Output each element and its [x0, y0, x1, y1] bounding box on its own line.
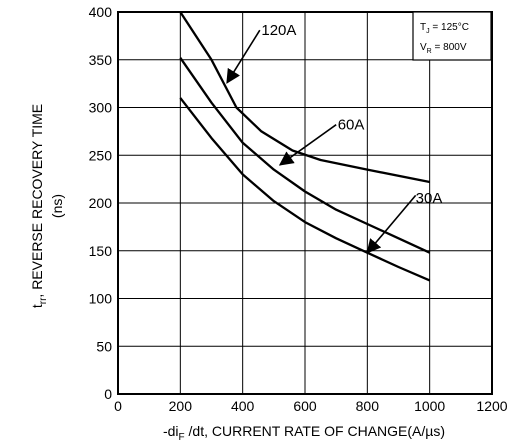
y-axis-label-line1: trr, REVERSE RECOVERY TIME — [29, 104, 49, 308]
y-tick-label: 100 — [89, 291, 113, 307]
x-tick-label: 1000 — [414, 398, 445, 414]
series-line-30a — [179, 97, 431, 282]
x-tick-label: 0 — [114, 398, 122, 414]
x-axis-label: -diF /dt, CURRENT RATE OF CHANGE(A/µs) — [163, 423, 445, 443]
series-label-30a: 30A — [416, 190, 443, 207]
series-callout-arrow — [226, 29, 261, 84]
y-axis-label-line2: (ns) — [49, 194, 65, 218]
series-line-60a — [179, 57, 431, 254]
series-layer — [179, 11, 431, 282]
tick-labels: 0 200 400 600 800 1000 1200 0 50 100 150 200 250 300 3… — [89, 4, 508, 414]
series-label-60a: 60A — [338, 117, 365, 134]
series-callout-arrow — [278, 124, 337, 166]
y-tick-label: 300 — [89, 100, 113, 116]
series-labels: 120A 60A 30A — [226, 22, 443, 254]
y-tick-label: 200 — [89, 195, 113, 211]
conditions-box: TJ = 125°C VR = 800V — [412, 11, 492, 61]
series-label-120a: 120A — [261, 22, 296, 39]
y-tick-label: 0 — [104, 386, 112, 402]
x-tick-label: 200 — [169, 398, 193, 414]
x-tick-label: 400 — [231, 398, 255, 414]
y-tick-label: 350 — [89, 52, 113, 68]
x-tick-label: 800 — [356, 398, 380, 414]
x-tick-label: 600 — [293, 398, 317, 414]
series-callout-arrow — [366, 194, 417, 254]
plot-frame — [117, 11, 493, 395]
condition-tj: TJ = 125°C — [420, 22, 469, 35]
y-tick-label: 50 — [96, 338, 112, 354]
y-tick-label: 150 — [89, 243, 113, 259]
y-tick-label: 400 — [89, 4, 113, 20]
y-tick-label: 250 — [89, 147, 113, 163]
condition-vr: VR = 800V — [420, 42, 467, 55]
series-line-120a — [179, 11, 430, 184]
y-axis-label: trr, REVERSE RECOVERY TIME (ns) — [29, 104, 65, 308]
x-tick-label: 1200 — [476, 398, 507, 414]
